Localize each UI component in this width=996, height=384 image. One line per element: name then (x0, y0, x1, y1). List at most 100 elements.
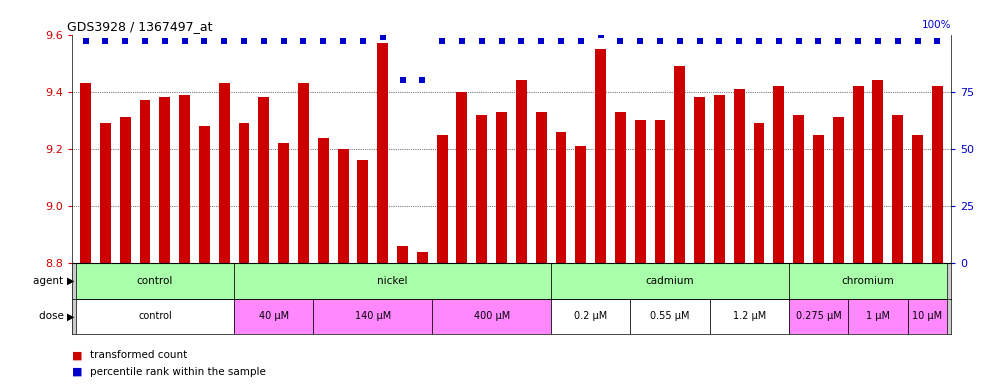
Bar (476, 115, 487, 263)
Bar (199, 126, 210, 263)
Point (394, 77, 410, 83)
Bar (734, 89, 745, 263)
Text: 0.55 μM: 0.55 μM (650, 311, 689, 321)
Point (533, 38, 549, 45)
Point (296, 38, 312, 45)
Bar (278, 143, 289, 263)
Point (276, 38, 292, 45)
Text: 1.2 μM: 1.2 μM (732, 311, 766, 321)
Bar (120, 118, 130, 263)
Bar (338, 149, 349, 263)
Bar (318, 137, 329, 263)
Text: cadmium: cadmium (645, 276, 694, 286)
Text: 0.275 μM: 0.275 μM (796, 311, 842, 321)
Bar (536, 112, 547, 263)
Point (613, 38, 628, 45)
Text: GDS3928 / 1367497_at: GDS3928 / 1367497_at (68, 20, 213, 33)
Bar (634, 120, 645, 263)
Point (414, 77, 430, 83)
Point (434, 38, 450, 45)
Point (196, 38, 212, 45)
Point (236, 38, 252, 45)
Bar (417, 252, 427, 263)
Text: percentile rank within the sample: percentile rank within the sample (90, 367, 266, 377)
Point (118, 38, 133, 45)
Point (374, 34, 390, 40)
Point (811, 38, 827, 45)
Bar (654, 120, 665, 263)
Point (652, 38, 668, 45)
Text: chromium: chromium (842, 276, 894, 286)
Bar (596, 49, 606, 263)
Bar (377, 43, 388, 263)
Bar (456, 92, 467, 263)
Text: nickel: nickel (377, 276, 407, 286)
Point (474, 38, 490, 45)
Bar (912, 135, 923, 263)
Bar (709, 299, 789, 334)
Bar (314, 299, 432, 334)
Bar (694, 98, 705, 263)
Point (771, 38, 787, 45)
Text: 0.2 μM: 0.2 μM (574, 311, 608, 321)
Text: 10 μM: 10 μM (912, 311, 942, 321)
Text: dose: dose (39, 311, 67, 321)
Text: 1 μM: 1 μM (866, 311, 889, 321)
Bar (892, 115, 903, 263)
Bar (76, 263, 234, 299)
Bar (239, 123, 249, 263)
Bar (358, 161, 369, 263)
Text: control: control (136, 276, 173, 286)
Text: control: control (138, 311, 171, 321)
Bar (76, 299, 234, 334)
Text: agent: agent (33, 276, 67, 286)
Bar (436, 135, 447, 263)
Bar (754, 123, 765, 263)
Point (870, 38, 885, 45)
Text: 100%: 100% (921, 20, 951, 30)
Point (98, 38, 114, 45)
Bar (813, 135, 824, 263)
Point (316, 38, 332, 45)
Bar (80, 83, 91, 263)
Text: ▶: ▶ (67, 276, 75, 286)
Bar (298, 83, 309, 263)
Bar (714, 94, 725, 263)
Point (909, 38, 925, 45)
Point (454, 38, 470, 45)
Text: 140 μM: 140 μM (355, 311, 390, 321)
Bar (907, 299, 947, 334)
Bar (793, 115, 804, 263)
Point (711, 38, 727, 45)
Text: 40 μM: 40 μM (259, 311, 289, 321)
Bar (551, 263, 789, 299)
Bar (932, 86, 943, 263)
Bar (234, 263, 551, 299)
Point (889, 38, 905, 45)
Bar (872, 80, 883, 263)
Text: 400 μM: 400 μM (473, 311, 510, 321)
Point (553, 38, 569, 45)
Bar (516, 80, 527, 263)
Bar (397, 246, 408, 263)
Text: ■: ■ (72, 350, 86, 360)
Point (791, 38, 807, 45)
Bar (674, 66, 685, 263)
Point (831, 38, 847, 45)
Text: ■: ■ (72, 367, 86, 377)
Point (691, 38, 707, 45)
Bar (615, 112, 625, 263)
Bar (630, 299, 709, 334)
Bar (853, 86, 864, 263)
Bar (234, 299, 314, 334)
Point (176, 38, 192, 45)
Bar (258, 98, 269, 263)
Bar (551, 299, 630, 334)
Point (256, 38, 272, 45)
Point (513, 38, 529, 45)
Bar (100, 123, 111, 263)
Bar (789, 263, 947, 299)
Point (751, 38, 767, 45)
Bar (833, 118, 844, 263)
Text: ▶: ▶ (67, 311, 75, 321)
